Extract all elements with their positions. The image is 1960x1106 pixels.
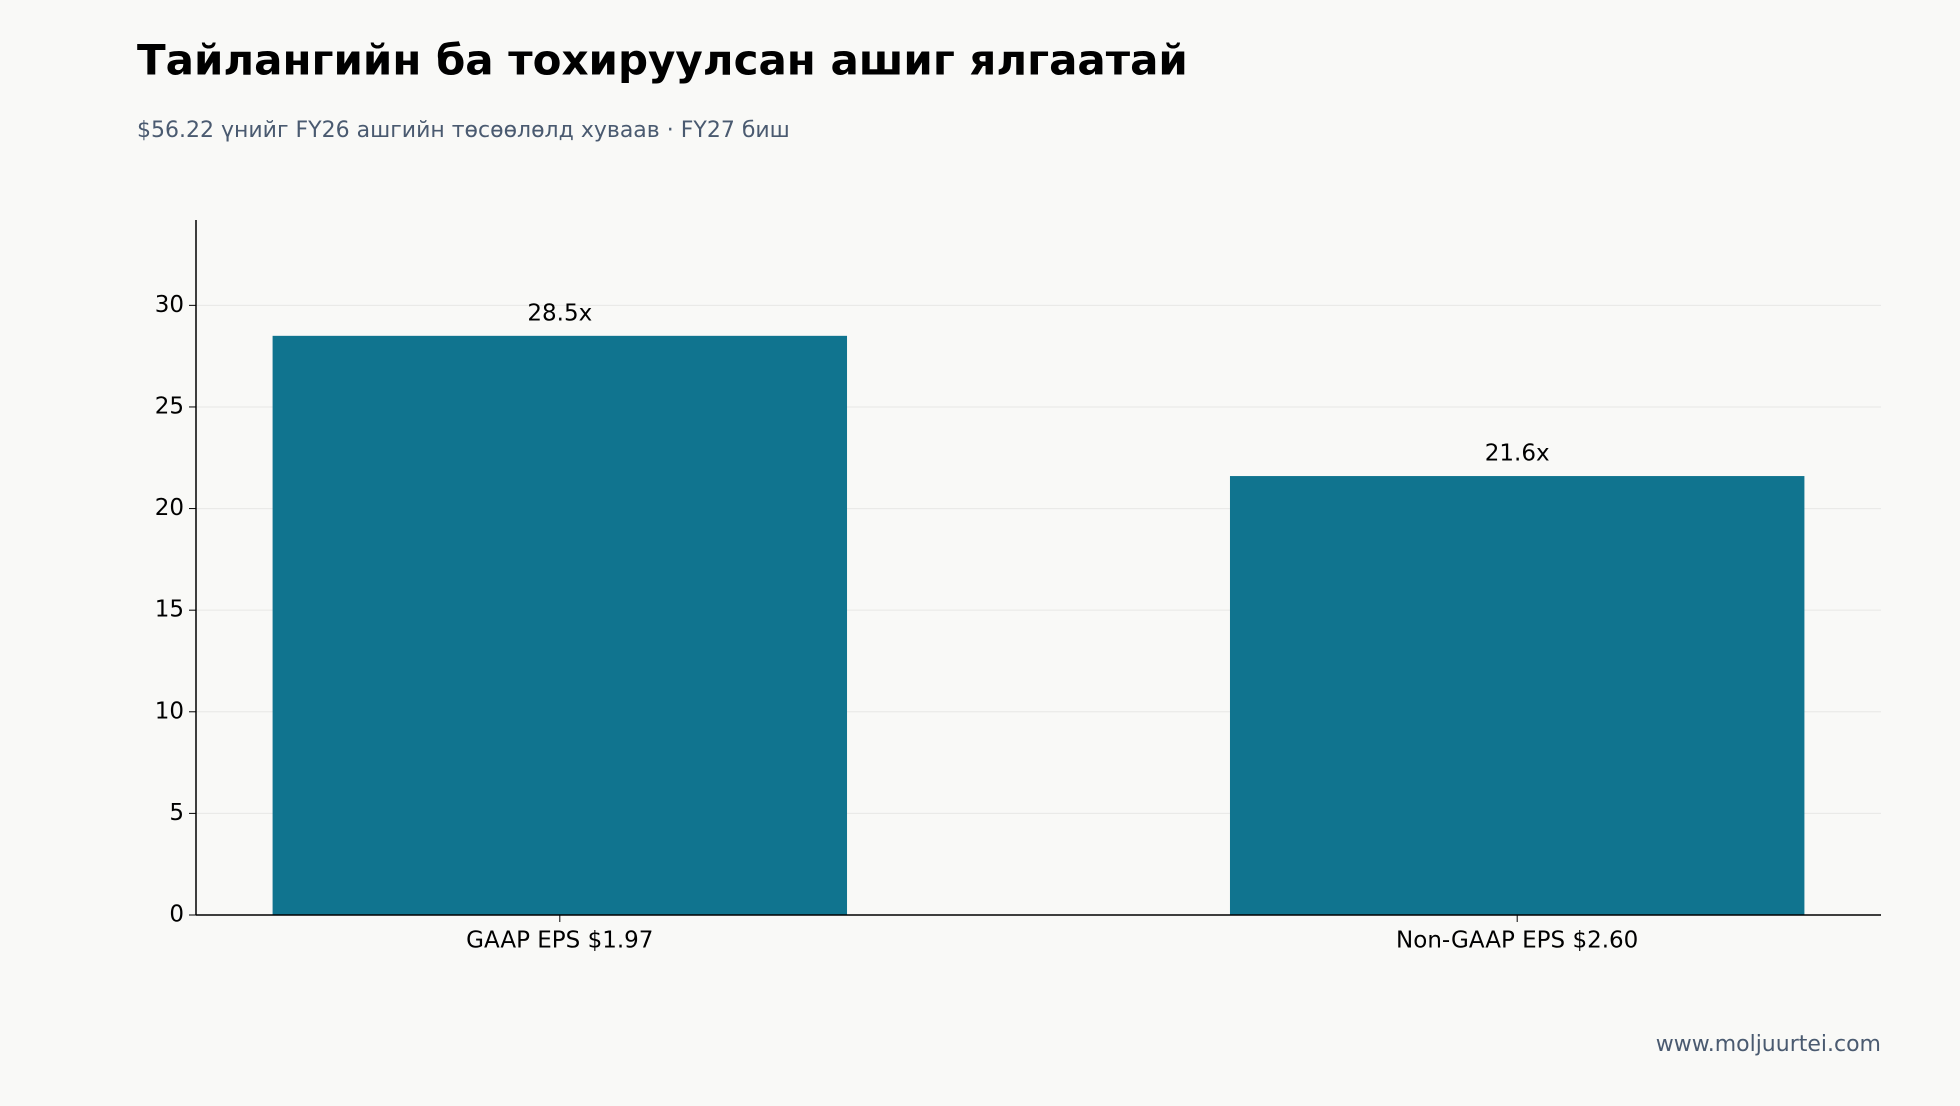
source-note: www.moljuurtei.com <box>1656 1032 1881 1057</box>
y-tick-label: 15 <box>155 597 184 623</box>
value-label: 21.6x <box>1485 441 1550 467</box>
y-tick-label: 0 <box>169 902 184 928</box>
chart-subtitle: $56.22 үнийг FY26 ашгийн төсөөлөлд хуваа… <box>137 118 790 143</box>
y-tick-label: 5 <box>169 800 184 826</box>
x-tick-label: GAAP EPS $1.97 <box>466 928 653 954</box>
y-tick-label: 30 <box>155 292 184 318</box>
y-tick-label: 25 <box>155 393 184 419</box>
value-label: 28.5x <box>527 300 592 326</box>
bar <box>272 335 848 915</box>
y-tick-label: 20 <box>155 495 184 521</box>
x-tick-label: Non-GAAP EPS $2.60 <box>1396 928 1638 954</box>
y-tick-label: 10 <box>155 698 184 724</box>
bar <box>1229 476 1805 915</box>
chart-title: Тайлангийн ба тохируулсан ашиг ялгаатай <box>137 36 1188 85</box>
